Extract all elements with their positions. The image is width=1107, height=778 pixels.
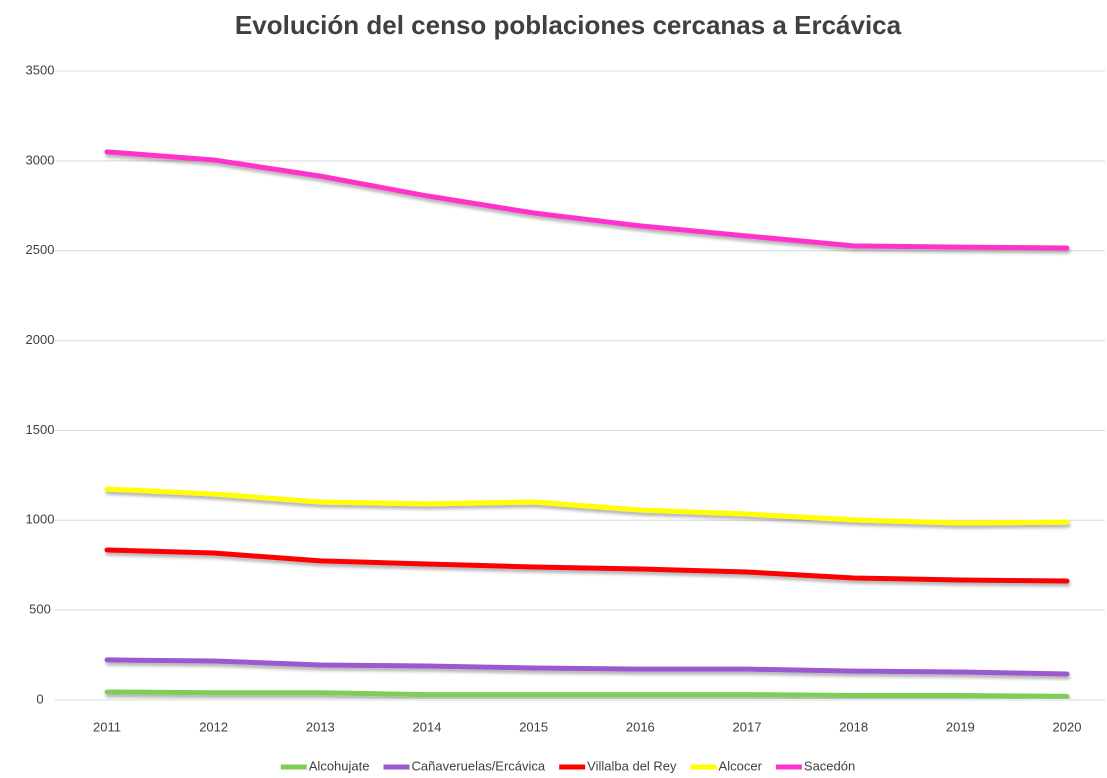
legend-label: Villalba del Rey <box>587 758 677 773</box>
y-tick-label: 2500 <box>26 242 55 257</box>
legend-label: Alcocer <box>719 758 763 773</box>
y-tick-label: 1500 <box>26 422 55 437</box>
series-line <box>104 547 1070 584</box>
series-line <box>104 149 1070 251</box>
legend-label: Cañaveruelas/Ercávica <box>411 758 545 773</box>
legend: Alcohujate Cañaveruelas/Ercávica Villalba … <box>280 758 855 773</box>
x-tick-label: 2017 <box>733 719 762 734</box>
x-tick-label: 2014 <box>413 719 442 734</box>
y-tick-label: 3500 <box>26 62 55 77</box>
x-tick-label: 2018 <box>839 719 868 734</box>
series-line <box>104 486 1070 526</box>
series-line <box>104 657 1070 677</box>
legend-label: Alcohujate <box>309 758 370 773</box>
y-tick-label: 3000 <box>26 152 55 167</box>
x-tick-label: 2012 <box>199 719 228 734</box>
y-tick-label: 500 <box>29 602 51 617</box>
x-tick-label: 2020 <box>1053 719 1082 734</box>
legend-label: Sacedón <box>804 758 855 773</box>
y-tick-label: 2000 <box>26 332 55 347</box>
x-tick-label: 2013 <box>306 719 335 734</box>
y-tick-label: 0 <box>36 691 43 706</box>
chart-title: Evolución del censo poblaciones cercanas… <box>235 10 902 40</box>
series-line <box>104 689 1070 699</box>
x-tick-label: 2019 <box>946 719 975 734</box>
x-tick-label: 2011 <box>93 719 121 734</box>
x-tick-label: 2015 <box>519 719 548 734</box>
x-tick-label: 2016 <box>626 719 655 734</box>
y-tick-label: 1000 <box>26 512 55 527</box>
